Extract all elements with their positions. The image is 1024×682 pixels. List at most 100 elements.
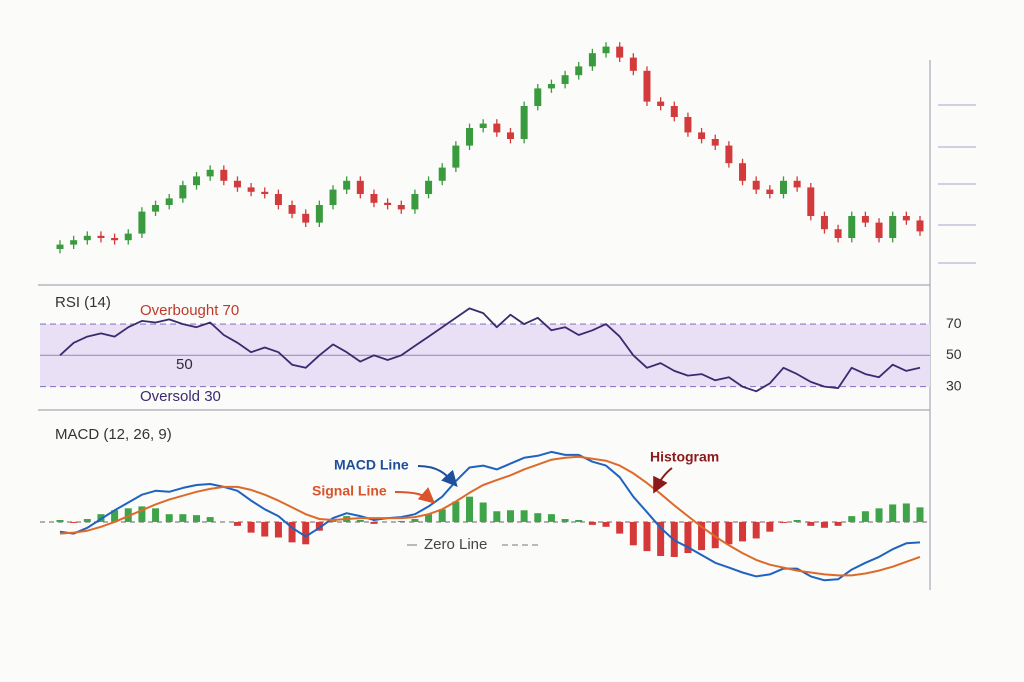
histogram-bar [779,521,787,523]
histogram-bar [534,513,542,522]
histogram-bar [56,520,64,522]
candle-body [343,180,351,190]
candle-body [547,84,555,89]
histogram-bar [370,521,378,524]
histogram-bar [411,519,419,522]
rsi-line [59,307,921,393]
candle-body [493,123,501,133]
histogram-bar [165,514,173,522]
histogram-bar [479,502,487,522]
candle-body [384,202,392,205]
histogram-bar [889,504,897,522]
candle-body [220,169,228,181]
histogram-bar [793,520,801,522]
macd-series-line [59,455,921,577]
histogram-bar [288,521,296,543]
macd-series-line [59,450,921,582]
histogram-bar [261,521,269,537]
histogram-bar [739,521,747,542]
candle-body [698,132,706,139]
histogram-bar [466,496,474,522]
histogram-bar [233,521,241,526]
candle-body [370,194,378,203]
candle-body [561,75,569,84]
candle-body [165,198,173,205]
candle-body [793,180,801,188]
candle-body [425,180,433,194]
candle-body [657,101,665,106]
candle-body [629,57,637,71]
histogram-bar [643,521,651,552]
histogram-bar [575,520,583,522]
candle-body [193,176,201,186]
histogram-bar [547,514,555,522]
histogram-bar [848,516,856,522]
candle-body [752,180,760,190]
histogram-bar [752,521,760,539]
candle-body [247,187,255,192]
midline-label: 50 [176,356,193,373]
candle-body [725,145,733,164]
histogram-bar [629,521,637,546]
histogram-bar [193,515,201,522]
candle-body [124,233,132,241]
candle-body [889,216,897,238]
histogram-bar [138,506,146,522]
histogram-bar [438,509,446,522]
histogram-bar [834,521,842,526]
histogram-bar [206,517,214,522]
candle-body [233,180,241,188]
signal-line-label: Signal Line [312,483,387,499]
candle-body [138,211,146,234]
candle-body [588,53,596,67]
candle-body [179,185,187,199]
candle-body [70,240,78,245]
candle-body [643,70,651,102]
candle-body [520,106,528,139]
candle-body [779,180,787,194]
price-scale-marks [938,104,976,264]
histogram-bar [616,521,624,534]
candle-body [684,117,692,133]
y-tick-label: 30 [946,377,962,393]
candle-body [506,132,514,139]
histogram-bar [725,521,733,545]
histogram-bar [875,508,883,522]
histogram-bar [520,510,528,522]
candle-body [848,216,856,238]
annotation-arrow [653,467,673,494]
histogram-label: Histogram [650,449,719,465]
candle-body [438,167,446,181]
histogram-bar [302,521,310,545]
annotation-arrow [417,465,458,487]
candle-body [411,194,419,210]
histogram-bar [561,519,569,522]
histogram-bar [70,521,78,523]
histogram-bar [179,514,187,522]
candle-body [83,235,91,241]
candle-body [206,169,214,177]
candle-body [807,187,815,216]
histogram-bar [766,521,774,532]
candle-body [711,139,719,146]
histogram-bar [506,510,514,522]
candle-body [875,222,883,238]
histogram-bar [588,521,596,525]
plots: 70 50 30 [40,42,962,582]
histogram-bar [711,521,719,549]
candle-body [452,145,460,168]
rsi-background [40,323,930,388]
candle-body [739,163,747,181]
histogram-bar [356,520,364,522]
histogram-bar [807,521,815,526]
histogram-bar [602,521,610,527]
candle-body [302,213,310,223]
histogram-bar [247,521,255,533]
histogram-bar [657,521,665,556]
candle-body [834,229,842,238]
histogram-bar [152,508,160,522]
histogram-bar [820,521,828,528]
overbought-label: Overbought 70 [140,302,239,319]
